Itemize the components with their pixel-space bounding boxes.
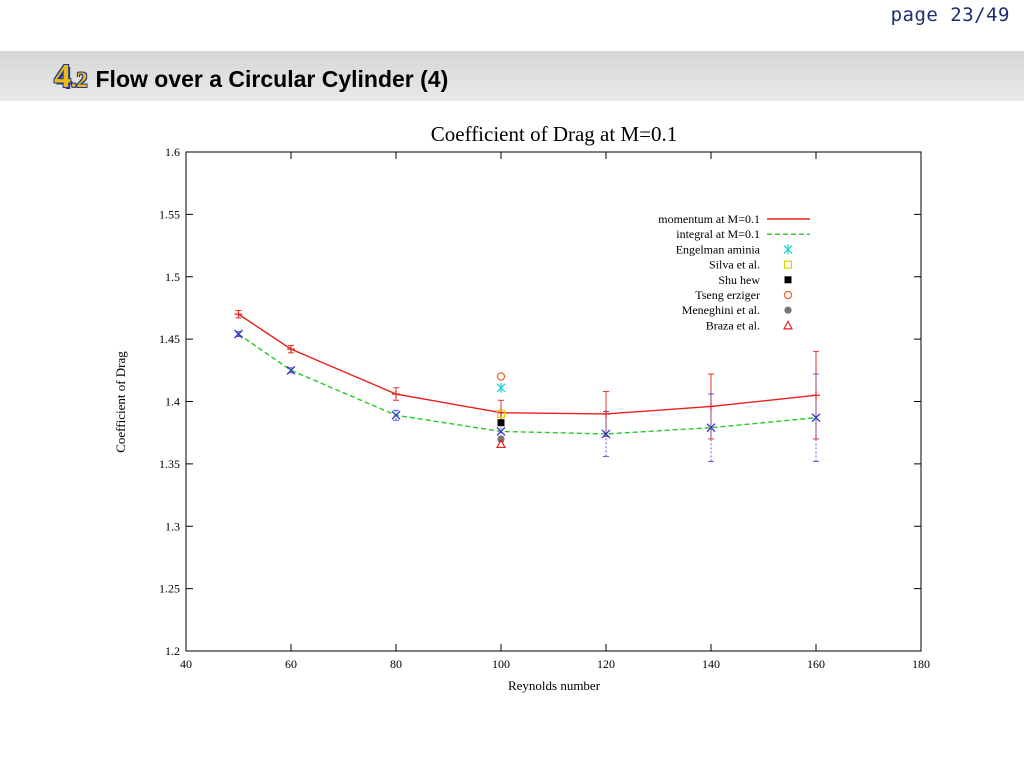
x-tick-label: 180 — [912, 657, 930, 671]
plot-frame — [185, 151, 922, 652]
legend-label: integral at M=0.1 — [676, 227, 760, 241]
legend-marker — [783, 244, 793, 255]
section-number-minor: .2 — [71, 67, 88, 92]
legend-label: Tseng erziger — [695, 288, 760, 302]
x-axis-label: Reynolds number — [508, 678, 601, 693]
data-point — [601, 429, 611, 439]
reference-point — [496, 372, 506, 381]
y-tick-label: 1.5 — [165, 270, 180, 284]
series-line — [238, 333, 817, 435]
x-tick-label: 140 — [702, 657, 720, 671]
reference-point — [497, 419, 505, 427]
legend-marker — [784, 276, 792, 284]
y-tick-label: 1.25 — [159, 582, 180, 596]
legend-label: Shu hew — [718, 273, 760, 287]
legend-label: Silva et al. — [709, 258, 760, 272]
x-tick-label: 60 — [285, 657, 297, 671]
reference-point — [496, 382, 506, 393]
legend-label: Meneghini et al. — [682, 303, 760, 317]
y-tick-label: 1.35 — [159, 457, 180, 471]
slide-title-text: Flow over a Circular Cylinder (4) — [95, 66, 449, 92]
data-point — [602, 409, 610, 418]
legend-label: momentum at M=0.1 — [658, 212, 760, 226]
y-tick-label: 1.3 — [165, 519, 180, 533]
section-number-major: 4 — [54, 58, 71, 95]
legend-label: Engelman aminia — [676, 242, 761, 256]
chart-title: Coefficient of Drag at M=0.1 — [431, 122, 677, 146]
page-number: page 23/49 — [890, 4, 1010, 26]
data-point — [706, 423, 716, 433]
data-point — [812, 391, 820, 400]
legend-marker — [783, 320, 793, 330]
y-tick-label: 1.4 — [165, 395, 180, 409]
data-point — [234, 310, 243, 319]
legend-label: Braza et al. — [706, 318, 760, 332]
data-point — [811, 413, 821, 423]
data-point — [391, 410, 401, 420]
data-point — [287, 345, 295, 354]
slide-title: 4 .2 Flow over a Circular Cylinder (4) — [54, 58, 448, 98]
data-point — [392, 390, 400, 399]
legend-marker — [783, 260, 793, 269]
data-point — [234, 329, 243, 339]
y-tick-label: 1.2 — [165, 644, 180, 658]
x-tick-label: 160 — [807, 657, 825, 671]
reference-point — [496, 409, 506, 419]
legend-marker — [783, 290, 793, 300]
y-tick-label: 1.55 — [159, 207, 180, 221]
data-point — [496, 426, 506, 436]
x-tick-label: 40 — [180, 657, 192, 671]
title-bar — [0, 51, 1024, 101]
data-point — [286, 365, 296, 375]
data-point — [707, 402, 715, 411]
y-tick-label: 1.6 — [165, 145, 180, 159]
y-axis-label: Coefficient of Drag — [113, 351, 128, 453]
y-tick-label: 1.45 — [159, 332, 180, 346]
x-tick-label: 100 — [492, 657, 510, 671]
x-tick-label: 80 — [390, 657, 402, 671]
x-tick-label: 120 — [597, 657, 615, 671]
reference-point — [496, 438, 506, 449]
legend-marker — [784, 306, 792, 314]
